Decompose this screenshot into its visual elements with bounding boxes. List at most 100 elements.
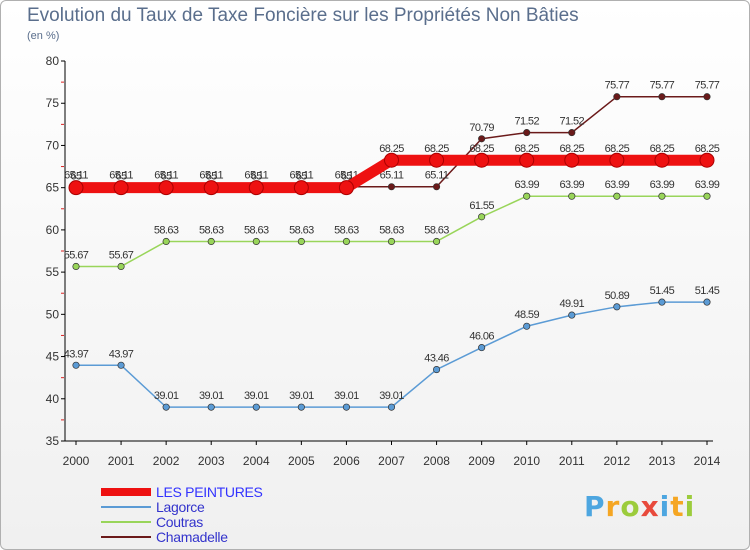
data-label: 46.06	[469, 331, 494, 343]
data-label: 68.25	[605, 143, 630, 155]
legend-item: Coutras	[101, 514, 401, 530]
data-label: 65	[70, 171, 82, 183]
data-point	[658, 298, 666, 306]
x-tick-label: 2001	[108, 454, 135, 468]
brand-letter: P	[584, 490, 606, 523]
data-point	[72, 361, 80, 369]
data-label: 43.46	[424, 353, 449, 365]
data-label: 75.77	[695, 80, 720, 92]
data-label: 63.99	[605, 179, 630, 191]
data-point	[297, 403, 305, 411]
data-label: 39.01	[199, 390, 224, 402]
legend-item: LES PEINTURES	[101, 484, 401, 500]
y-tick-label: 65	[46, 181, 60, 195]
data-label: 65	[341, 171, 353, 183]
data-point	[568, 311, 576, 319]
data-point	[433, 366, 441, 374]
legend-swatch	[101, 521, 151, 523]
x-tick-label: 2002	[153, 454, 180, 468]
data-label: 61.55	[469, 200, 494, 212]
data-point	[478, 213, 486, 221]
data-point	[613, 303, 621, 311]
y-tick-label: 75	[46, 96, 60, 110]
data-point	[297, 237, 305, 246]
y-tick-label: 45	[46, 350, 60, 364]
data-label: 58.63	[379, 224, 404, 236]
data-point	[162, 237, 170, 246]
data-point	[658, 192, 666, 200]
data-label: 58.63	[199, 224, 224, 236]
data-point	[252, 237, 260, 246]
data-label: 65	[296, 171, 308, 183]
data-label: 58.63	[334, 224, 359, 236]
data-label: 48.59	[514, 309, 539, 321]
data-label: 68.25	[379, 143, 404, 155]
data-point	[117, 361, 125, 369]
legend-label: LES PEINTURES	[156, 484, 263, 500]
data-point	[703, 93, 711, 101]
data-label: 39.01	[379, 390, 404, 402]
legend-label: Coutras	[156, 514, 203, 530]
data-label: 71.52	[560, 116, 585, 128]
data-label: 65	[161, 171, 173, 183]
x-tick-label: 2006	[333, 454, 360, 468]
data-point	[293, 180, 309, 196]
chart-unit-label: (en %)	[27, 30, 60, 42]
legend-label: Lagorce	[156, 499, 205, 515]
data-point	[207, 237, 215, 246]
data-point	[113, 180, 129, 196]
data-label: 68.25	[469, 143, 494, 155]
data-point	[609, 152, 625, 168]
data-label: 49.91	[560, 298, 585, 310]
data-point	[433, 237, 441, 246]
data-point	[519, 152, 535, 168]
legend-swatch	[101, 488, 151, 496]
data-point	[429, 152, 445, 168]
data-label: 43.97	[64, 348, 89, 360]
data-point	[658, 93, 666, 101]
legend-item: Lagorce	[101, 499, 401, 515]
x-tick-label: 2010	[513, 454, 540, 468]
data-point	[433, 183, 441, 191]
y-tick-label: 35	[46, 434, 60, 448]
legend-swatch	[101, 536, 151, 538]
data-point	[248, 180, 264, 196]
data-point	[203, 180, 219, 196]
x-tick-label: 2009	[468, 454, 495, 468]
x-tick-label: 2014	[694, 454, 721, 468]
data-label: 65.11	[109, 170, 133, 182]
x-tick-label: 2003	[198, 454, 225, 468]
data-label: 68.25	[650, 143, 675, 155]
y-tick-label: 70	[46, 138, 60, 152]
data-point	[387, 237, 396, 246]
data-label: 58.63	[289, 224, 314, 236]
data-label: 65	[251, 171, 263, 183]
data-label: 50.89	[605, 290, 630, 302]
data-label: 65.11	[154, 170, 178, 182]
data-label: 63.99	[650, 179, 675, 191]
x-tick-label: 2004	[243, 454, 270, 468]
y-tick-label: 55	[46, 265, 60, 279]
x-tick-label: 2000	[63, 454, 90, 468]
x-tick-label: 2007	[378, 454, 405, 468]
data-label: 68.25	[695, 143, 720, 155]
data-label: 51.45	[650, 285, 675, 297]
data-label: 65.11	[289, 170, 313, 182]
data-point	[117, 262, 125, 271]
data-label: 63.99	[695, 179, 720, 191]
data-point	[158, 180, 174, 196]
data-point	[474, 152, 490, 168]
data-point	[703, 192, 711, 200]
data-label: 55.67	[64, 249, 89, 261]
data-point	[523, 192, 531, 200]
brand-letter: o	[620, 490, 641, 523]
data-label: 65.11	[244, 170, 268, 182]
data-label: 70.79	[469, 122, 494, 134]
data-point	[523, 129, 531, 137]
data-point	[613, 93, 621, 101]
axes: 35 40 45 50 55 60 65 70 75 80 2000 2001 2002 2003 2004…	[46, 54, 721, 468]
data-label: 51.45	[695, 285, 720, 297]
data-point	[568, 129, 576, 137]
data-point	[338, 180, 354, 196]
data-label: 75.77	[605, 80, 630, 92]
